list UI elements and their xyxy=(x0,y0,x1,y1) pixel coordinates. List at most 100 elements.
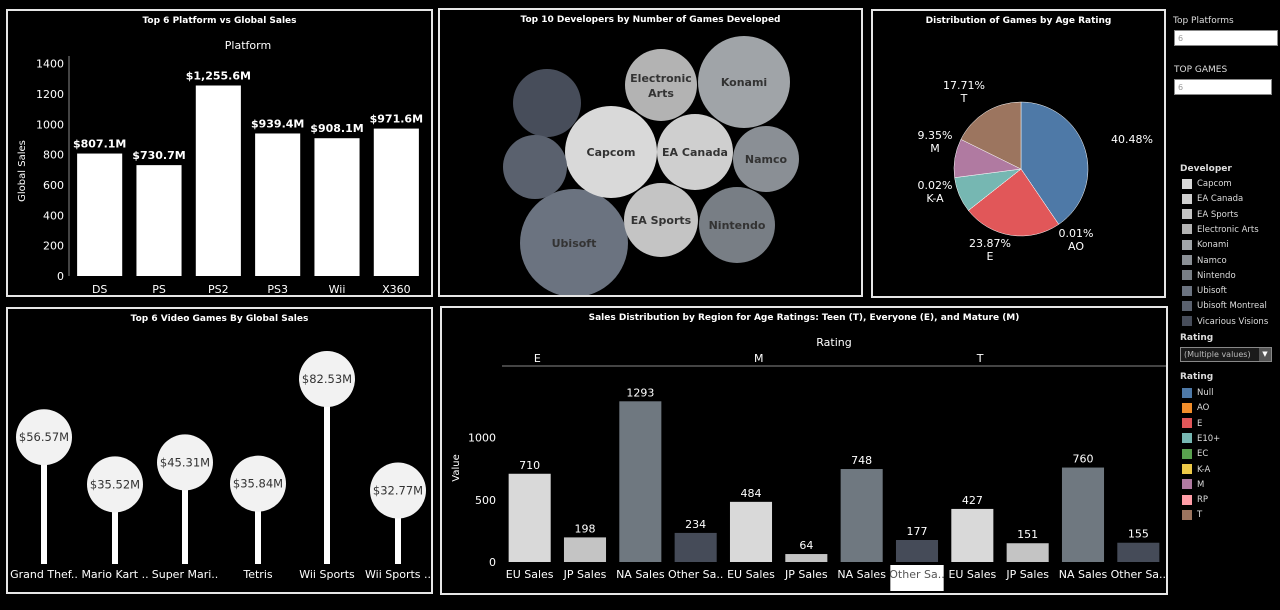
region-bar-value: 234 xyxy=(685,518,706,531)
group-label: T xyxy=(976,352,984,365)
platform-bar-value: $939.4M xyxy=(251,117,304,130)
lollipop-head xyxy=(370,462,426,519)
legend-item-label: EA Canada xyxy=(1197,194,1244,205)
rating-legend-item[interactable]: AO xyxy=(1182,402,1209,416)
developer-legend-item[interactable]: Ubisoft Montreal xyxy=(1182,300,1267,314)
region-bar-value: 177 xyxy=(907,525,928,538)
x-tick-label: Grand Thef.. xyxy=(10,568,78,581)
age-chart-title: Distribution of Games by Age Rating xyxy=(925,16,1112,26)
developer-legend-item[interactable]: EA Sports xyxy=(1182,209,1238,223)
platform-sales-panel: Top 6 Platform vs Global Sales Platform G… xyxy=(6,9,433,297)
rating-legend-item[interactable]: RP xyxy=(1182,494,1208,508)
rating-legend-item[interactable]: T xyxy=(1182,509,1202,523)
lollipop-head xyxy=(16,409,72,466)
rating-filter-dropdown[interactable]: (Multiple values) ▼ xyxy=(1180,347,1272,362)
legend-item-label: Capcom xyxy=(1197,179,1232,189)
pie-slice-percent: 40.48% xyxy=(1111,133,1153,146)
x-tick-label: PS3 xyxy=(267,283,288,295)
legend-swatch xyxy=(1182,464,1192,474)
legend-item-label: EA Sports xyxy=(1197,209,1239,220)
x-tick-label: EU Sales xyxy=(506,568,554,581)
legend-swatch xyxy=(1182,224,1192,235)
legend-swatch xyxy=(1182,448,1192,459)
rating-legend-item[interactable]: Null xyxy=(1182,387,1213,401)
developer-bubble-label: EA Canada xyxy=(662,146,728,159)
pie-slice-label: K-A xyxy=(926,192,944,205)
developer-bubble xyxy=(503,135,567,199)
pie-slice-label: E xyxy=(987,250,994,263)
x-tick-label: Mario Kart .. xyxy=(81,568,148,581)
lollipop-value: $35.84M xyxy=(233,477,283,491)
developer-legend-item[interactable]: EA Canada xyxy=(1182,193,1243,207)
region-bar-value: 198 xyxy=(575,522,596,535)
x-tick-label: JP Sales xyxy=(1005,568,1049,581)
region-bar-value: 1293 xyxy=(626,386,654,399)
legend-swatch xyxy=(1182,316,1192,327)
developer-legend-item[interactable]: Ubisoft xyxy=(1182,285,1227,299)
lollipop-head xyxy=(299,351,355,407)
x-tick-label: PS xyxy=(152,283,166,295)
developer-legend-item[interactable]: Vicarious Visions xyxy=(1182,316,1268,330)
y-axis-title: Value xyxy=(451,454,462,481)
lollipop-value: $82.53M xyxy=(302,372,352,386)
region-bar xyxy=(729,501,773,562)
x-tick-label: PS2 xyxy=(208,283,229,295)
legend-item-label: RP xyxy=(1197,495,1209,506)
developer-bubble xyxy=(513,69,581,137)
rating-legend-item[interactable]: E10+ xyxy=(1182,433,1220,447)
platform-bar-value: $971.6M xyxy=(370,113,423,126)
pie-slice-label: AO xyxy=(1068,240,1084,253)
lollipop-head xyxy=(230,455,286,512)
y-tick-label: 0 xyxy=(489,556,496,569)
x-tick-label: Tetris xyxy=(242,568,273,581)
developer-legend-item[interactable]: Namco xyxy=(1182,255,1227,269)
developer-bubble-label: EA Sports xyxy=(631,214,692,227)
pie-slice-label: T xyxy=(960,92,968,105)
pie-slice-percent: 0.01% xyxy=(1059,227,1094,240)
region-bar xyxy=(508,473,551,562)
x-tick-label: NA Sales xyxy=(616,568,665,581)
developer-bubble-label: Capcom xyxy=(587,146,636,159)
chevron-down-icon[interactable]: ▼ xyxy=(1259,348,1271,361)
legend-swatch xyxy=(1182,285,1192,296)
x-tick-label: X360 xyxy=(382,283,411,295)
region-bar xyxy=(895,540,939,562)
developer-legend-item[interactable]: Nintendo xyxy=(1182,270,1236,284)
legend-item-label: Namco xyxy=(1197,255,1227,266)
pie-slice-percent: 17.71% xyxy=(943,79,985,92)
platform-bar xyxy=(373,128,419,276)
age-rating-panel: Distribution of Games by Age Rating 40.4… xyxy=(871,9,1166,298)
region-bar xyxy=(840,469,883,562)
rating-legend-item[interactable]: M xyxy=(1182,479,1204,493)
developer-bubble xyxy=(657,114,733,190)
y-axis-title: Global Sales xyxy=(17,140,28,202)
x-tick-label: NA Sales xyxy=(837,568,886,581)
developer-bubble-label: Arts xyxy=(648,87,674,100)
rating-legend-item[interactable]: K-A xyxy=(1182,464,1210,478)
y-tick-label: 200 xyxy=(43,240,64,253)
developers-panel: Top 10 Developers by Number of Games Dev… xyxy=(438,8,863,297)
developer-legend-item[interactable]: Capcom xyxy=(1182,178,1232,192)
x-tick-highlight xyxy=(890,565,944,591)
legend-swatch xyxy=(1182,193,1192,204)
pie-slice xyxy=(1020,101,1089,225)
top-platforms-label: Top Platforms xyxy=(1173,16,1234,26)
legend-item-label: Null xyxy=(1197,388,1214,398)
developer-legend-item[interactable]: Konami xyxy=(1182,239,1229,253)
rating-filter-value: (Multiple values) xyxy=(1184,350,1251,359)
lollipop-value: $32.77M xyxy=(373,484,423,498)
platform-bar xyxy=(255,133,301,276)
y-tick-label: 1400 xyxy=(36,58,64,71)
legend-swatch xyxy=(1182,387,1192,398)
y-tick-label: 600 xyxy=(43,179,64,192)
region-bar xyxy=(951,508,994,562)
top-games-input[interactable]: 6 xyxy=(1174,79,1272,95)
developer-legend-item[interactable]: Electronic Arts xyxy=(1182,224,1259,238)
filter-sidebar: Top Platforms 6 TOP GAMES 6 Developer Ca… xyxy=(1172,0,1280,610)
top-platforms-input[interactable]: 6 xyxy=(1174,30,1278,46)
rating-legend-item[interactable]: E xyxy=(1182,418,1202,432)
developer-bubble xyxy=(699,187,775,263)
top-games-lollipop-chart: $56.57M Grand Thef.. $35.52M Mario Kart .. $… xyxy=(10,351,431,581)
rating-legend-item[interactable]: EC xyxy=(1182,448,1208,462)
legend-item-label: Ubisoft Montreal xyxy=(1197,301,1267,312)
